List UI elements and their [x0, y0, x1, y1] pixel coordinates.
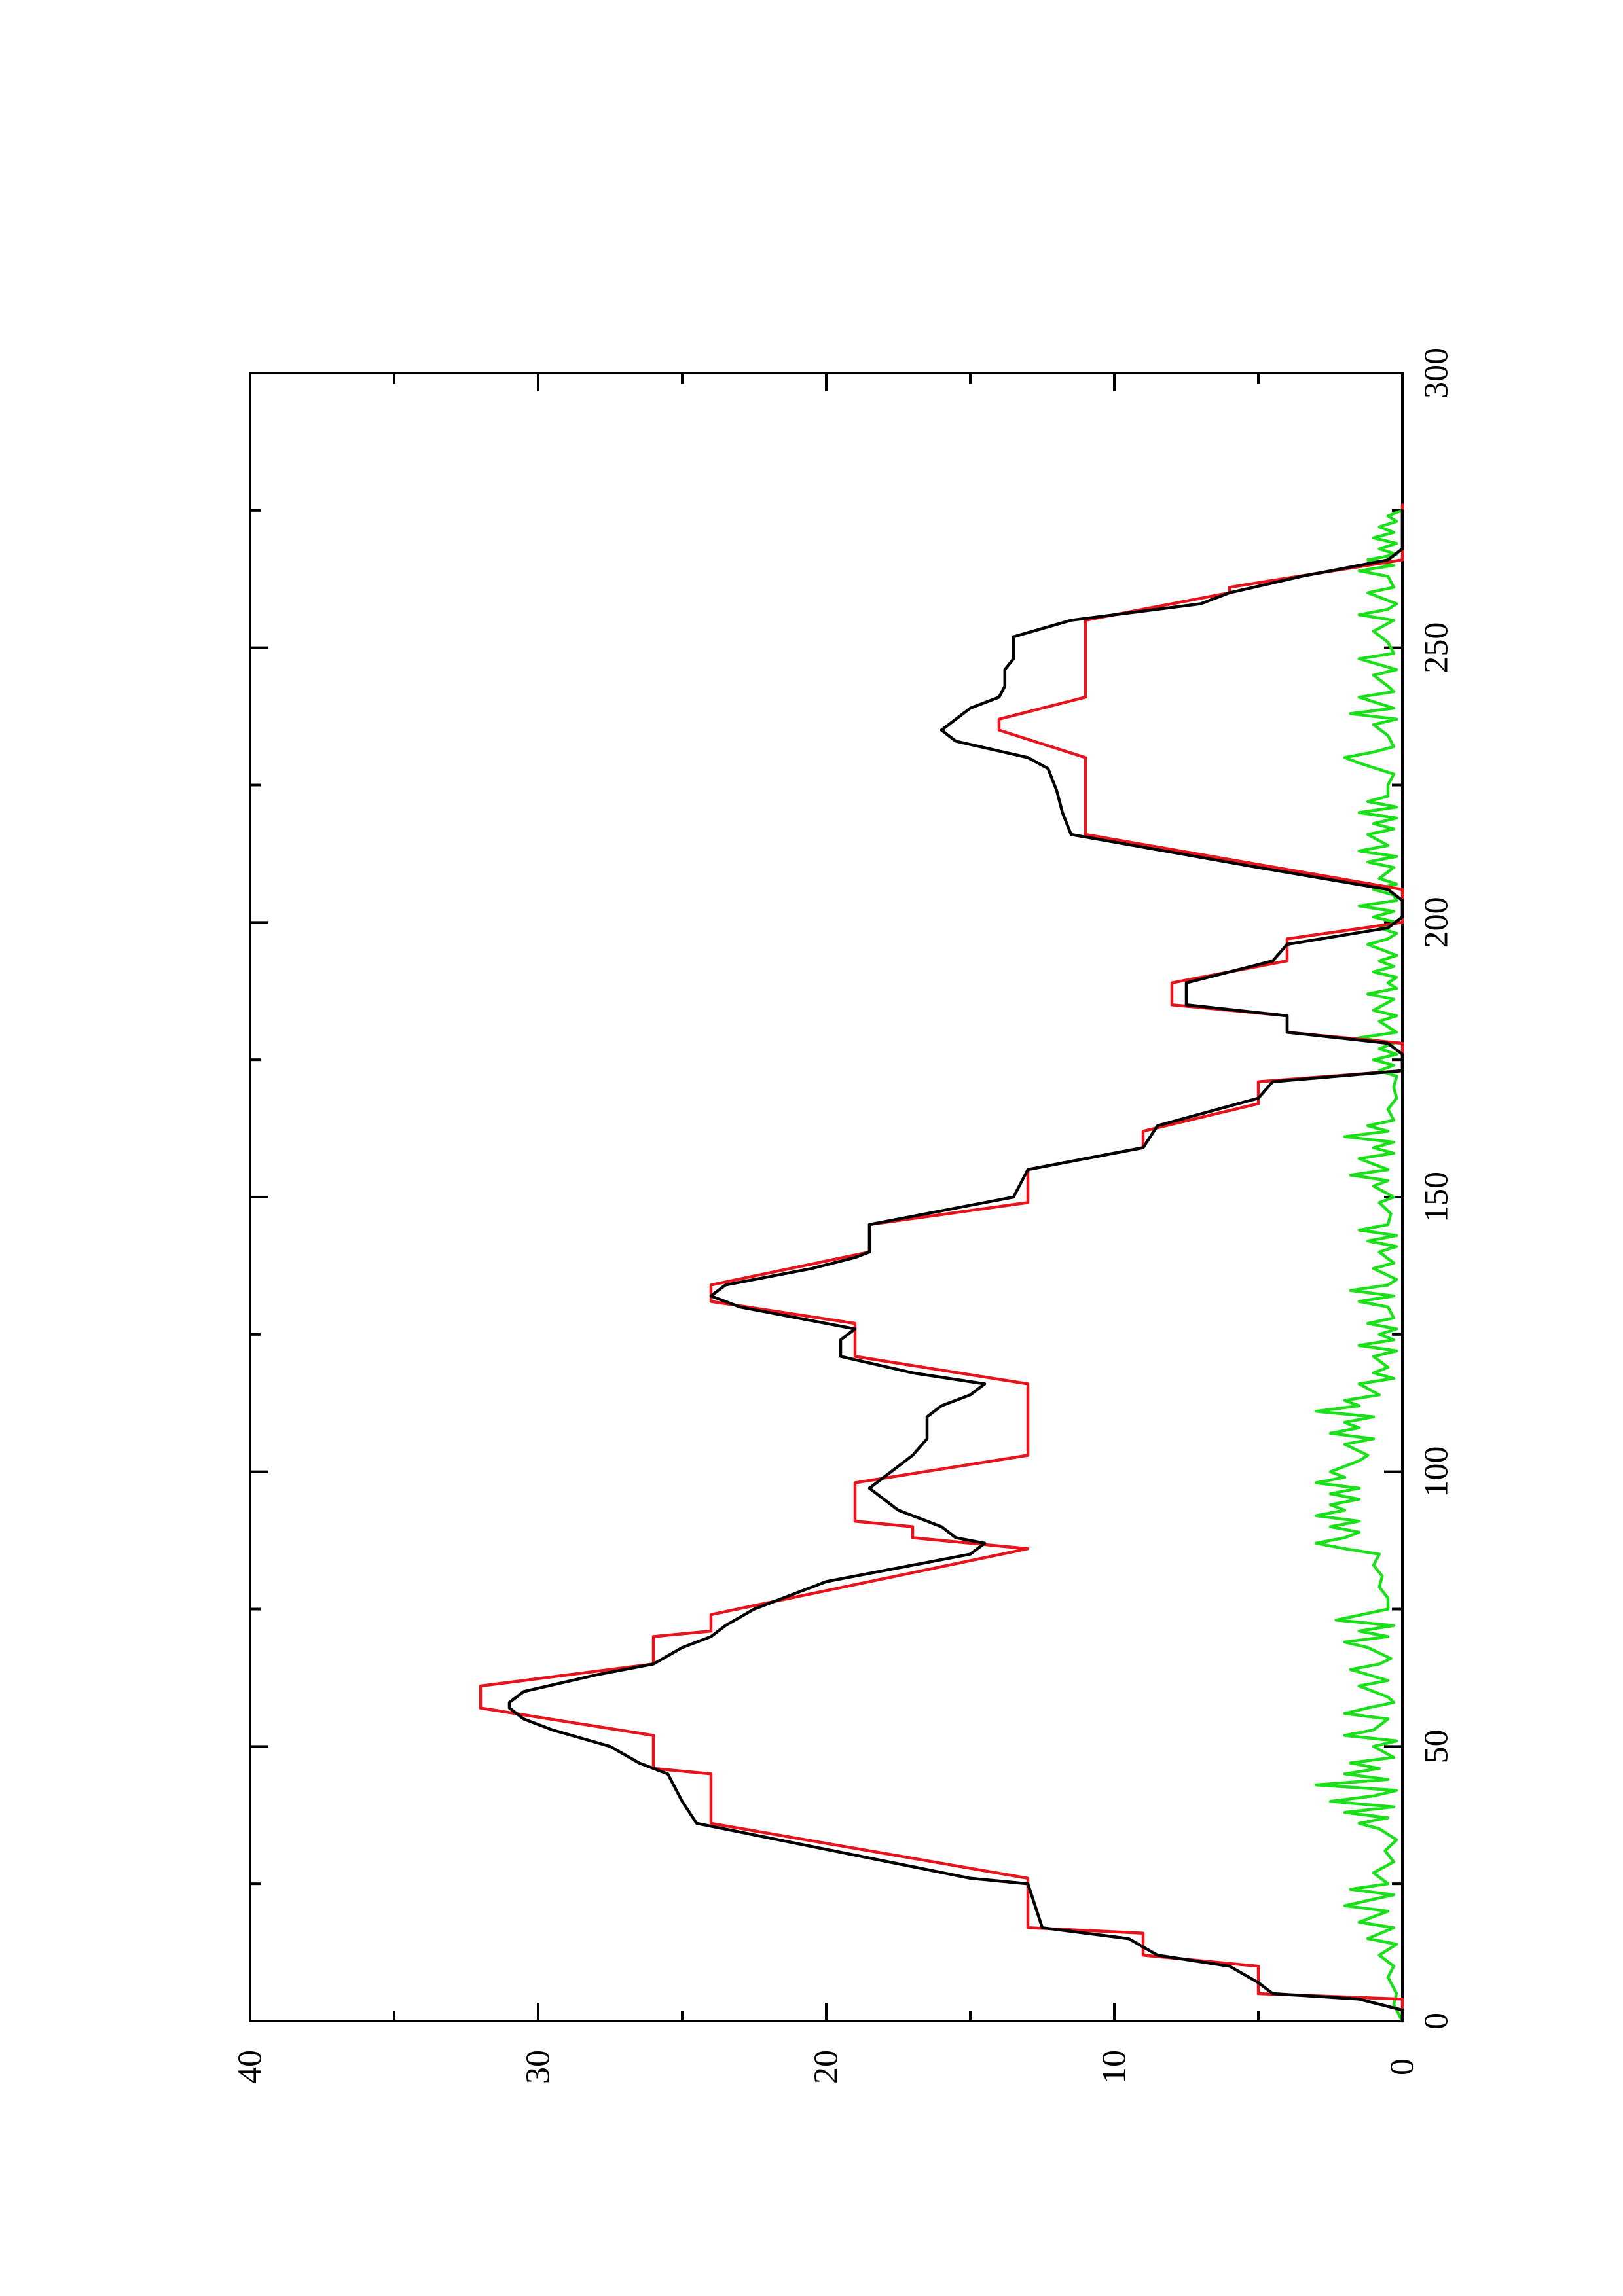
- series: [479, 503, 1404, 2023]
- y-tick-label: 40: [232, 2050, 269, 2084]
- black-series-line: [507, 509, 1404, 2023]
- tick-labels: 0 50 100 150 200 250 300 0 10 20 30 40: [232, 348, 1455, 2084]
- x-tick-label: 0: [1418, 2013, 1455, 2030]
- x-tick-label: 150: [1418, 1172, 1455, 1223]
- y-tick-label: 20: [808, 2050, 845, 2084]
- y-tick-label: 10: [1096, 2050, 1133, 2084]
- y-tick-label: 30: [520, 2050, 557, 2084]
- y-tick-label: 0: [1384, 2058, 1421, 2075]
- x-tick-label: 100: [1418, 1446, 1455, 1498]
- red-series-line: [479, 503, 1404, 2023]
- green-series-line: [1314, 509, 1404, 2023]
- x-tick-label: 250: [1418, 622, 1455, 673]
- x-tick-label: 200: [1418, 897, 1455, 948]
- x-tick-label: 300: [1418, 348, 1455, 399]
- x-tick-label: 50: [1418, 1729, 1455, 1763]
